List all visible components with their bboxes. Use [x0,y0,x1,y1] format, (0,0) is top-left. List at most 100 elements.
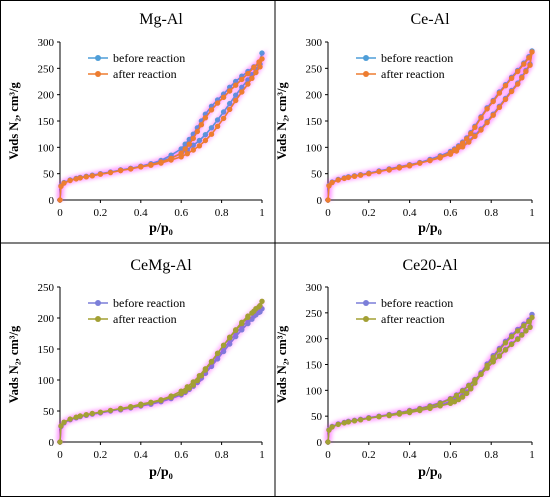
data-point [220,342,227,348]
chart-panel-3: CeMg-Al 0 50 100 150 200 250 0 0.2 0.4 0.6 0.8 1 p/p₀… [7,257,265,480]
data-point [196,143,203,149]
y-tick-label: 150 [38,116,55,128]
data-point [472,124,478,130]
data-point [396,165,403,171]
data-point [97,409,104,415]
data-point [502,96,509,103]
y-tick-label: 200 [306,334,323,346]
data-point [117,406,124,412]
data-point [508,75,515,82]
data-point [335,421,341,428]
data-point [178,154,184,160]
data-point [459,144,466,150]
x-tick-label: 0.8 [484,207,498,219]
data-point [455,144,462,150]
data-point [220,94,227,101]
data-point [468,386,474,392]
y-tick-label: 250 [38,63,55,75]
legend-marker [95,71,101,77]
data-point [468,130,474,137]
data-point [526,318,532,325]
y-axis-label: Vads N₂, cm³/g [275,325,289,403]
data-point [472,133,478,139]
legend-label: before reaction [381,296,453,310]
legend-marker [363,316,369,322]
data-point [158,159,164,165]
x-tick-label: 0.6 [174,207,188,219]
x-tick-label: 1 [259,207,265,219]
data-point [325,197,331,203]
data-point [406,409,413,416]
data-point [406,163,413,169]
data-point [490,112,496,118]
legend-label: before reaction [113,51,185,65]
data-point [107,407,114,414]
data-point [148,162,154,168]
data-point [523,328,529,334]
data-point [484,362,490,369]
data-point [257,64,263,70]
data-point [138,164,144,170]
x-tick-label: 1 [529,449,535,461]
data-point [472,380,478,386]
legend-label: before reaction [113,296,185,310]
y-tick-label: 0 [49,437,55,449]
x-axis-label: p/p₀ [418,221,442,236]
legend-label: after reaction [381,67,445,81]
series-after-reaction [57,298,265,445]
data-point [386,412,392,419]
data-point [502,83,509,89]
data-point [83,174,90,180]
y-axis-label: Vads N₂, cm³/g [275,81,289,159]
y-tick-label: 250 [38,282,55,294]
data-point [366,171,372,177]
data-point [61,180,67,186]
data-point [351,173,358,179]
data-point [376,414,382,420]
data-point [478,371,484,377]
data-point [529,49,535,55]
y-tick-label: 300 [38,37,55,49]
data-point [128,166,134,172]
data-point [198,373,205,379]
data-point [245,81,251,87]
y-tick-label: 200 [38,90,55,102]
data-point [357,172,364,178]
data-point [478,127,484,133]
x-tick-label: 0.6 [444,449,458,461]
data-point [521,323,527,329]
x-tick-label: 0.2 [362,449,376,461]
series-after-reaction [57,48,268,203]
data-point [459,140,466,146]
data-point [527,62,533,68]
data-point [178,390,184,397]
data-point [256,59,262,65]
x-tick-label: 0 [325,207,331,219]
y-tick-label: 250 [306,63,323,75]
data-point [451,147,458,153]
data-point [502,340,509,346]
y-tick-label: 150 [306,116,323,128]
data-point [168,394,174,401]
data-point [245,70,251,77]
data-point [186,385,192,391]
data-point [417,407,423,414]
data-point [194,128,201,135]
x-axis-label: p/p₀ [149,465,173,480]
data-point [190,147,196,153]
x-tick-label: 0.4 [403,449,417,461]
legend-label: before reaction [381,51,453,65]
y-tick-label: 100 [306,142,323,154]
data-point [329,424,335,430]
data-point [61,419,67,425]
data-point [202,367,209,373]
data-point [325,439,331,445]
chart-title: Ce-Al [410,11,450,28]
data-point [77,413,83,419]
y-tick-label: 300 [306,37,323,49]
data-point [233,82,239,88]
data-point [335,177,341,183]
chart-title: Mg-Al [139,11,183,28]
data-point [182,146,188,152]
